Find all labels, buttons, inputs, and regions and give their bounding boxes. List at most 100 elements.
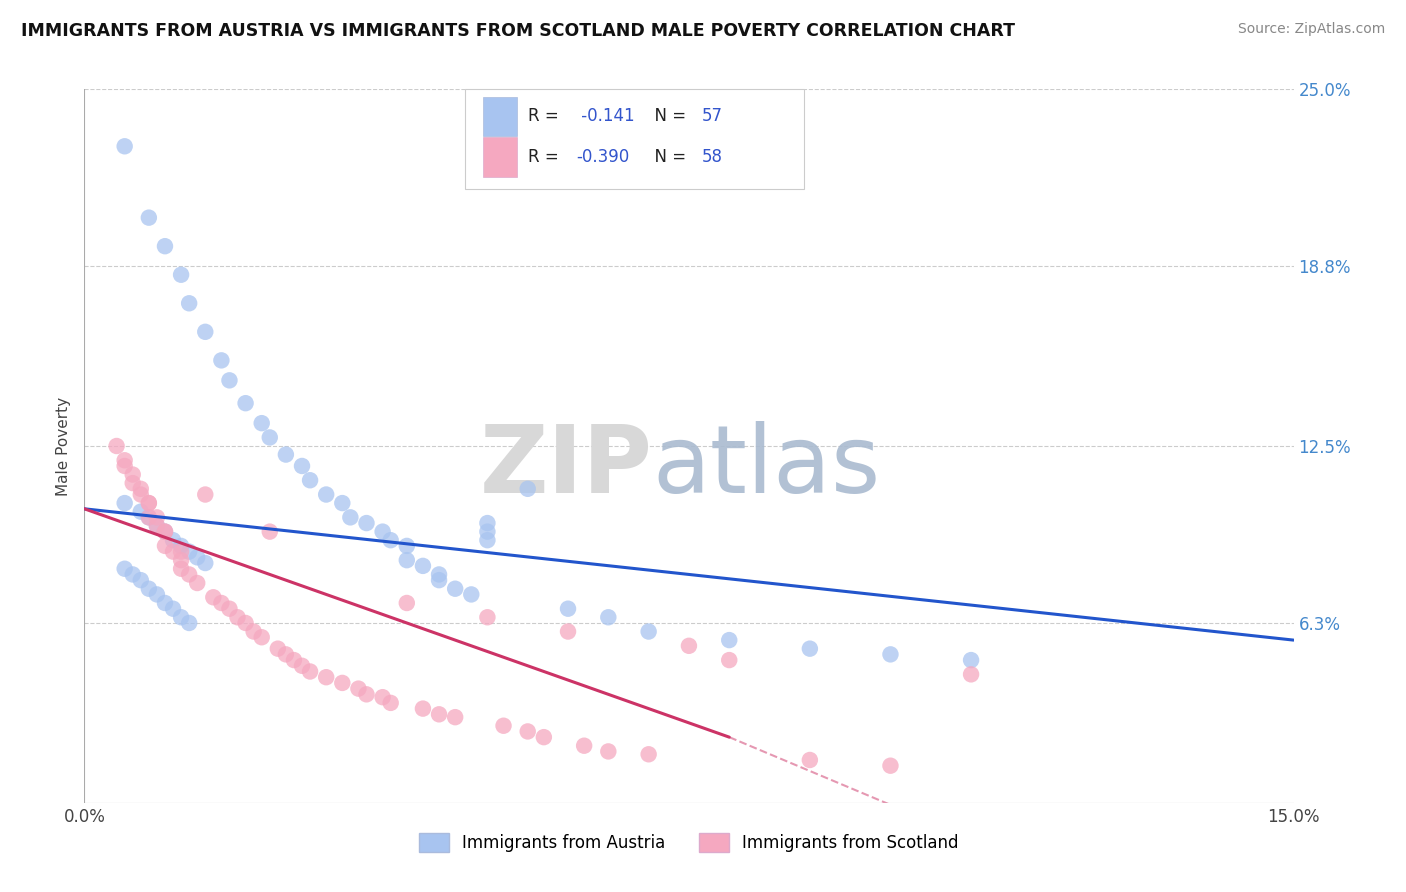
Point: [194, 487, 217, 501]
Text: ZIP: ZIP: [479, 421, 652, 514]
Point: [879, 758, 901, 772]
Point: [138, 496, 160, 510]
Point: [121, 467, 143, 482]
Point: [477, 610, 499, 624]
Point: [291, 658, 314, 673]
Point: [283, 653, 305, 667]
Point: [718, 633, 741, 648]
Point: [105, 439, 128, 453]
Point: [371, 524, 394, 539]
Text: R =: R =: [529, 107, 564, 125]
Point: [395, 596, 418, 610]
Point: [179, 567, 201, 582]
FancyBboxPatch shape: [484, 96, 517, 136]
Point: [299, 665, 322, 679]
Point: [170, 539, 193, 553]
Point: [170, 553, 193, 567]
Text: -0.390: -0.390: [576, 148, 630, 166]
Point: [153, 524, 176, 539]
Text: 58: 58: [702, 148, 723, 166]
Point: [146, 519, 169, 533]
Point: [250, 416, 273, 430]
Point: [235, 396, 257, 410]
Point: [121, 567, 143, 582]
Point: [598, 610, 620, 624]
Point: [678, 639, 700, 653]
Point: [235, 615, 257, 630]
Point: [395, 539, 418, 553]
Point: [218, 601, 240, 615]
Point: [153, 539, 176, 553]
Point: [194, 325, 217, 339]
Text: -0.141: -0.141: [576, 107, 636, 125]
Point: [250, 630, 273, 644]
Point: [226, 610, 249, 624]
Point: [242, 624, 264, 639]
Point: [380, 533, 402, 548]
Point: [291, 458, 314, 473]
Point: [371, 690, 394, 705]
Point: [356, 516, 378, 530]
Point: [209, 353, 232, 368]
Point: [153, 524, 176, 539]
Legend: Immigrants from Austria, Immigrants from Scotland: Immigrants from Austria, Immigrants from…: [412, 826, 966, 859]
Point: [412, 558, 434, 573]
Text: R =: R =: [529, 148, 564, 166]
FancyBboxPatch shape: [484, 137, 517, 177]
Point: [799, 641, 821, 656]
Point: [330, 496, 353, 510]
Point: [960, 667, 983, 681]
Point: [186, 576, 208, 591]
Point: [146, 510, 169, 524]
Point: [259, 524, 281, 539]
Point: [186, 550, 208, 565]
Point: [129, 573, 152, 587]
Point: [179, 615, 201, 630]
Text: N =: N =: [644, 148, 692, 166]
Point: [637, 624, 659, 639]
Point: [179, 544, 201, 558]
Point: [153, 524, 176, 539]
FancyBboxPatch shape: [465, 89, 804, 189]
Point: [218, 373, 240, 387]
Point: [347, 681, 370, 696]
Point: [170, 268, 193, 282]
Point: [138, 582, 160, 596]
Text: atlas: atlas: [652, 421, 882, 514]
Point: [162, 544, 184, 558]
Text: IMMIGRANTS FROM AUSTRIA VS IMMIGRANTS FROM SCOTLAND MALE POVERTY CORRELATION CHA: IMMIGRANTS FROM AUSTRIA VS IMMIGRANTS FR…: [21, 22, 1015, 40]
Point: [444, 710, 467, 724]
Point: [412, 701, 434, 715]
Text: 57: 57: [702, 107, 723, 125]
Point: [557, 624, 579, 639]
Point: [330, 676, 353, 690]
Point: [492, 719, 515, 733]
Point: [138, 496, 160, 510]
Point: [799, 753, 821, 767]
Point: [179, 296, 201, 310]
Point: [114, 453, 136, 467]
Point: [114, 458, 136, 473]
Point: [129, 482, 152, 496]
Point: [170, 610, 193, 624]
Point: [444, 582, 467, 596]
Point: [460, 587, 482, 601]
Point: [533, 730, 555, 744]
Point: [960, 653, 983, 667]
Y-axis label: Male Poverty: Male Poverty: [56, 396, 72, 496]
Point: [299, 473, 322, 487]
Point: [315, 670, 337, 684]
Point: [138, 510, 160, 524]
Point: [129, 505, 152, 519]
Point: [162, 533, 184, 548]
Point: [427, 573, 450, 587]
Point: [274, 448, 297, 462]
Point: [477, 516, 499, 530]
Point: [170, 544, 193, 558]
Point: [477, 533, 499, 548]
Point: [356, 687, 378, 701]
Point: [427, 707, 450, 722]
Point: [380, 696, 402, 710]
Point: [162, 601, 184, 615]
Point: [315, 487, 337, 501]
